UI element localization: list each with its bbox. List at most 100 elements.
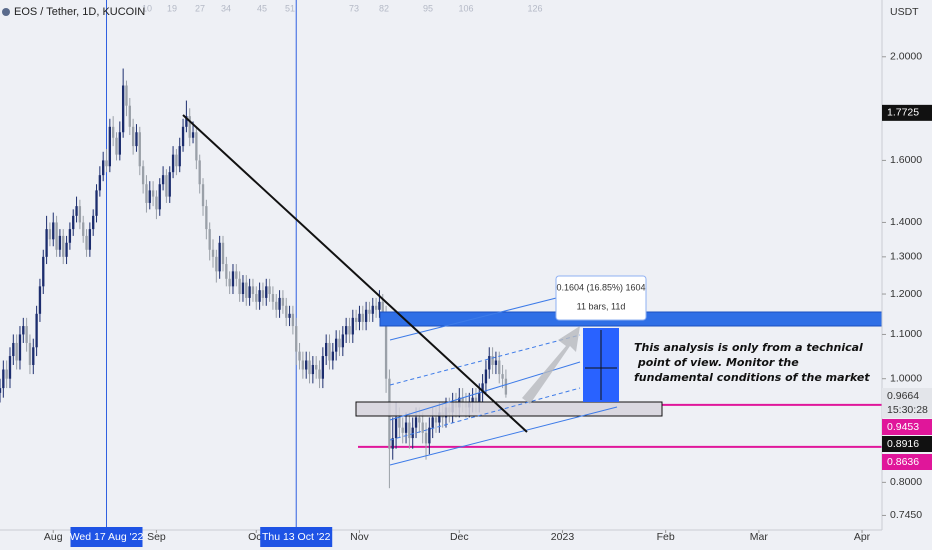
candle-body <box>401 427 404 433</box>
candle-body <box>208 229 211 250</box>
candle-body <box>391 438 394 449</box>
channel-line <box>389 291 581 341</box>
candle-body <box>348 326 351 335</box>
bar-count: 10 <box>142 3 152 13</box>
drawings: 0.1604 (16.85%) 1604 11 bars, 11d This a… <box>182 114 883 466</box>
candle-body <box>95 190 98 216</box>
measure-span: 11 bars, 11d <box>577 301 626 311</box>
candle-body <box>138 132 141 167</box>
price-badge-label: 0.9453 <box>887 421 919 433</box>
crosshair-label: Wed 17 Aug '22 <box>70 531 144 543</box>
candle-body <box>188 116 191 138</box>
candle-body <box>251 286 255 295</box>
candle-body <box>474 397 478 403</box>
candle-body <box>105 160 108 167</box>
candle-body <box>471 397 474 403</box>
candle-body <box>78 206 82 223</box>
annotation-line: point of view. Monitor the <box>634 356 799 369</box>
x-tick-label: Feb <box>657 531 675 543</box>
candle-body <box>268 286 271 295</box>
candle-body <box>28 342 32 365</box>
candle-body <box>125 85 128 106</box>
candle-body <box>238 278 241 295</box>
candle-body <box>351 317 354 335</box>
candle-body <box>354 317 358 322</box>
candle-body <box>255 294 258 302</box>
candle-body <box>328 342 331 361</box>
candle-body <box>384 313 388 379</box>
candle-body <box>22 326 25 335</box>
support-box <box>355 401 663 417</box>
bar-count: 34 <box>221 3 231 13</box>
candle-body <box>35 313 38 348</box>
annotation-line: This analysis is only from a technical <box>634 341 863 354</box>
candle-body <box>408 422 411 439</box>
candle-body <box>88 229 92 250</box>
candle-body <box>414 417 418 428</box>
candle-body <box>82 222 85 236</box>
channel-line <box>389 406 618 466</box>
y-tick-label: 0.7450 <box>890 509 922 521</box>
candle-body <box>102 160 105 176</box>
candle-body <box>191 132 195 138</box>
channel-line <box>389 387 581 441</box>
measure-change: 0.1604 (16.85%) 1604 <box>556 282 645 292</box>
candle-body <box>198 160 201 185</box>
candle-body <box>225 264 228 279</box>
price-badge-label: 15:30:28 <box>887 404 928 416</box>
candle-body <box>315 364 318 370</box>
candle-body <box>178 146 181 167</box>
y-tick-label: 1.0000 <box>890 372 922 384</box>
candle-body <box>295 326 298 352</box>
candle-body <box>151 190 155 197</box>
candle-body <box>185 116 188 127</box>
candle-body <box>404 422 408 433</box>
candle-body <box>195 132 198 161</box>
price-badge <box>882 454 932 470</box>
candle-body <box>281 297 285 306</box>
candle-body <box>301 360 305 370</box>
y-tick-label: 0.8000 <box>890 476 922 488</box>
candle-body <box>215 256 218 272</box>
crosshair-badge <box>260 527 333 547</box>
candle-body <box>52 222 55 240</box>
price-badge-label: 0.8916 <box>887 438 919 450</box>
candle-body <box>158 184 161 210</box>
candle-body <box>261 290 265 298</box>
candle-body <box>291 313 295 327</box>
candle-body <box>205 206 208 230</box>
candle-body <box>275 301 278 310</box>
bar-count: 82 <box>379 3 389 13</box>
candle-body <box>48 229 52 240</box>
candle-body <box>8 356 12 379</box>
x-tick-label: Nov <box>350 531 369 543</box>
candle-body <box>325 342 328 357</box>
y-tick-label: 1.1000 <box>890 328 922 340</box>
candle-body <box>231 271 235 287</box>
candle-body <box>484 369 488 384</box>
candle-body <box>98 175 102 191</box>
currency: USDT <box>890 6 919 18</box>
candle-body <box>58 235 62 250</box>
candle-body <box>488 356 491 370</box>
bar-count: 73 <box>349 3 359 13</box>
candle-body <box>501 374 504 379</box>
x-tick-label: Dec <box>450 531 469 543</box>
candle-body <box>15 342 18 361</box>
candle-body <box>211 249 215 257</box>
candle-body <box>411 427 414 439</box>
candle-body <box>378 301 381 310</box>
candle-body <box>371 305 374 314</box>
bar-count: 95 <box>423 3 433 13</box>
candle-body <box>418 417 421 423</box>
candle-body <box>491 356 494 365</box>
candle-body <box>128 105 131 127</box>
candle-body <box>165 175 168 197</box>
bar-count: 19 <box>167 3 177 13</box>
price-badge <box>882 419 932 435</box>
candle-body <box>311 364 315 375</box>
plot-area: 10 19 27 34 45 51 73 82 95 106 126 <box>0 0 882 530</box>
symbol-icon <box>2 8 10 16</box>
